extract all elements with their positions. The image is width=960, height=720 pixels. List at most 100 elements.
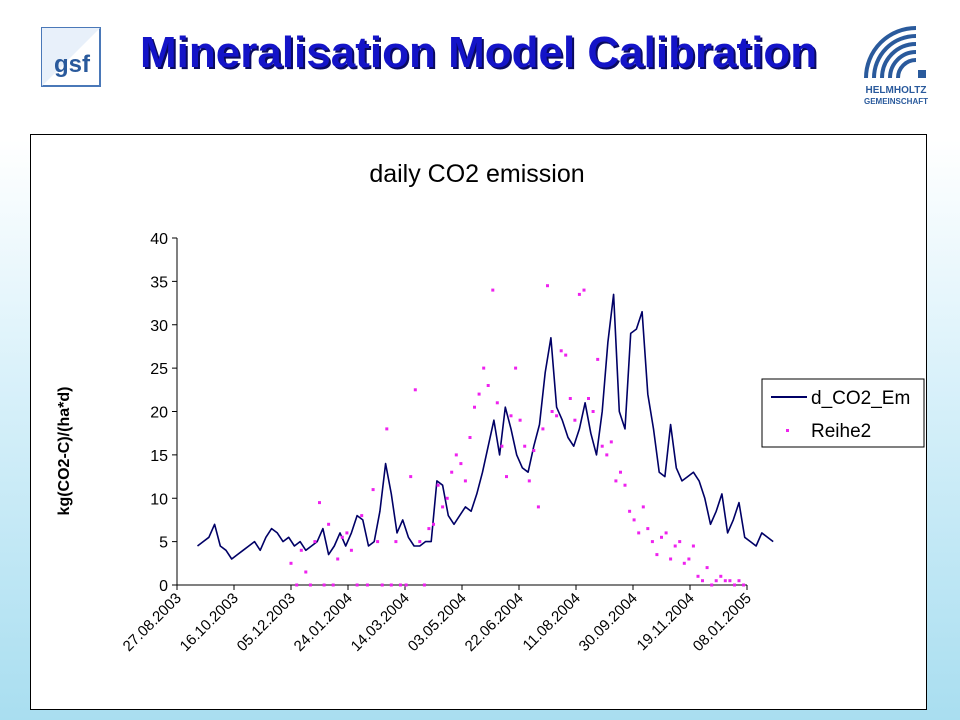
point-reihe2 — [573, 418, 577, 422]
legend-box — [761, 378, 925, 448]
axes: 0 5 10 15 20 25 30 35 40 27.08.200316.10.200305.1… — [120, 231, 755, 655]
point-reihe2 — [418, 540, 422, 544]
y-tick-label: 15 — [150, 448, 168, 465]
point-reihe2 — [737, 579, 741, 583]
point-reihe2 — [646, 527, 650, 531]
point-reihe2 — [509, 414, 513, 418]
x-tick-label: 27.08.2003 — [120, 590, 185, 655]
point-reihe2 — [687, 557, 691, 561]
line-d-co2-em — [197, 293, 774, 560]
point-reihe2 — [304, 570, 308, 574]
y-tick-label: 30 — [150, 318, 168, 335]
point-reihe2 — [728, 579, 732, 583]
point-reihe2 — [696, 574, 700, 578]
point-reihe2 — [518, 418, 522, 422]
point-reihe2 — [632, 518, 636, 522]
point-reihe2 — [477, 392, 481, 396]
y-axis-label: kg(CO2-C)/(ha*d) — [56, 387, 73, 516]
point-reihe2 — [500, 444, 504, 448]
legend: d_CO2_Em Reihe2 — [761, 378, 925, 448]
gsf-logo-corner — [42, 28, 100, 86]
point-reihe2 — [422, 583, 426, 587]
helmholtz-logo-arcs — [864, 26, 917, 79]
point-reihe2 — [582, 288, 586, 292]
point-reihe2 — [313, 540, 317, 544]
point-reihe2 — [568, 397, 572, 400]
point-reihe2 — [360, 514, 364, 518]
point-reihe2 — [299, 548, 303, 552]
point-reihe2 — [345, 531, 349, 535]
point-reihe2 — [495, 401, 499, 405]
point-reihe2 — [398, 583, 402, 587]
point-reihe2 — [742, 583, 746, 587]
point-reihe2 — [404, 583, 408, 587]
point-reihe2 — [445, 496, 449, 500]
point-reihe2 — [669, 557, 673, 561]
point-reihe2 — [600, 444, 604, 448]
point-reihe2 — [295, 583, 299, 587]
point-reihe2 — [555, 414, 559, 418]
point-reihe2 — [673, 544, 677, 548]
point-reihe2 — [482, 366, 486, 370]
point-reihe2 — [532, 449, 536, 452]
point-reihe2 — [491, 288, 495, 292]
y-tick-label: 20 — [150, 405, 168, 422]
x-tick-label: 30.09.2004 — [576, 590, 641, 655]
point-reihe2 — [523, 444, 527, 448]
point-reihe2 — [550, 410, 554, 413]
point-reihe2 — [637, 531, 641, 535]
y-tick-label: 35 — [150, 274, 168, 291]
chart-area: daily CO2 emission kg(CO2-C)/(ha*d) 0 5 10… — [30, 134, 927, 710]
point-reihe2 — [468, 436, 472, 439]
point-reihe2 — [336, 557, 340, 561]
x-tick-label: 05.12.2003 — [234, 590, 299, 655]
point-reihe2 — [655, 553, 659, 557]
point-reihe2 — [371, 488, 375, 492]
point-reihe2 — [682, 561, 686, 565]
point-reihe2 — [380, 583, 384, 587]
chart-title: daily CO2 emission — [369, 160, 584, 188]
point-reihe2 — [514, 366, 518, 370]
point-reihe2 — [714, 579, 718, 583]
point-reihe2 — [691, 544, 695, 548]
point-reihe2 — [473, 405, 476, 409]
x-tick-label: 16.10.2003 — [177, 590, 242, 655]
y-tick-label: 40 — [150, 231, 168, 248]
point-reihe2 — [536, 505, 540, 509]
point-reihe2 — [318, 501, 321, 505]
point-reihe2 — [349, 548, 353, 552]
point-reihe2 — [628, 509, 632, 513]
legend-dot-swatch — [786, 429, 789, 432]
point-reihe2 — [308, 583, 312, 587]
point-reihe2 — [587, 397, 590, 400]
y-tick-label: 25 — [150, 361, 168, 378]
x-tick-label: 03.05.2004 — [405, 590, 470, 655]
point-reihe2 — [678, 540, 682, 544]
point-reihe2 — [723, 579, 727, 583]
point-reihe2 — [701, 579, 704, 583]
point-reihe2 — [641, 505, 645, 509]
point-reihe2 — [441, 505, 445, 509]
series-reihe2 — [289, 284, 746, 587]
y-tick-label: 5 — [159, 535, 168, 552]
co2-chart: daily CO2 emission kg(CO2-C)/(ha*d) 0 5 10… — [56, 160, 925, 655]
point-reihe2 — [394, 540, 398, 544]
point-reihe2 — [385, 427, 389, 431]
point-reihe2 — [664, 531, 668, 535]
point-reihe2 — [564, 353, 568, 357]
point-reihe2 — [432, 522, 435, 526]
point-reihe2 — [541, 427, 545, 431]
point-reihe2 — [486, 384, 490, 387]
helmholtz-logo-line2: GEMEINSCHAFT — [864, 97, 928, 106]
point-reihe2 — [559, 349, 563, 353]
x-tick-label: 22.06.2004 — [462, 590, 527, 655]
point-reihe2 — [609, 440, 613, 444]
point-reihe2 — [546, 284, 549, 288]
point-reihe2 — [331, 583, 335, 587]
point-reihe2 — [527, 479, 531, 483]
page-title: Mineralisation Model Calibration — [140, 28, 818, 77]
point-reihe2 — [436, 483, 440, 487]
point-reihe2 — [450, 470, 454, 474]
legend-entry-d-co2-em: d_CO2_Em — [811, 388, 910, 409]
point-reihe2 — [505, 475, 508, 479]
